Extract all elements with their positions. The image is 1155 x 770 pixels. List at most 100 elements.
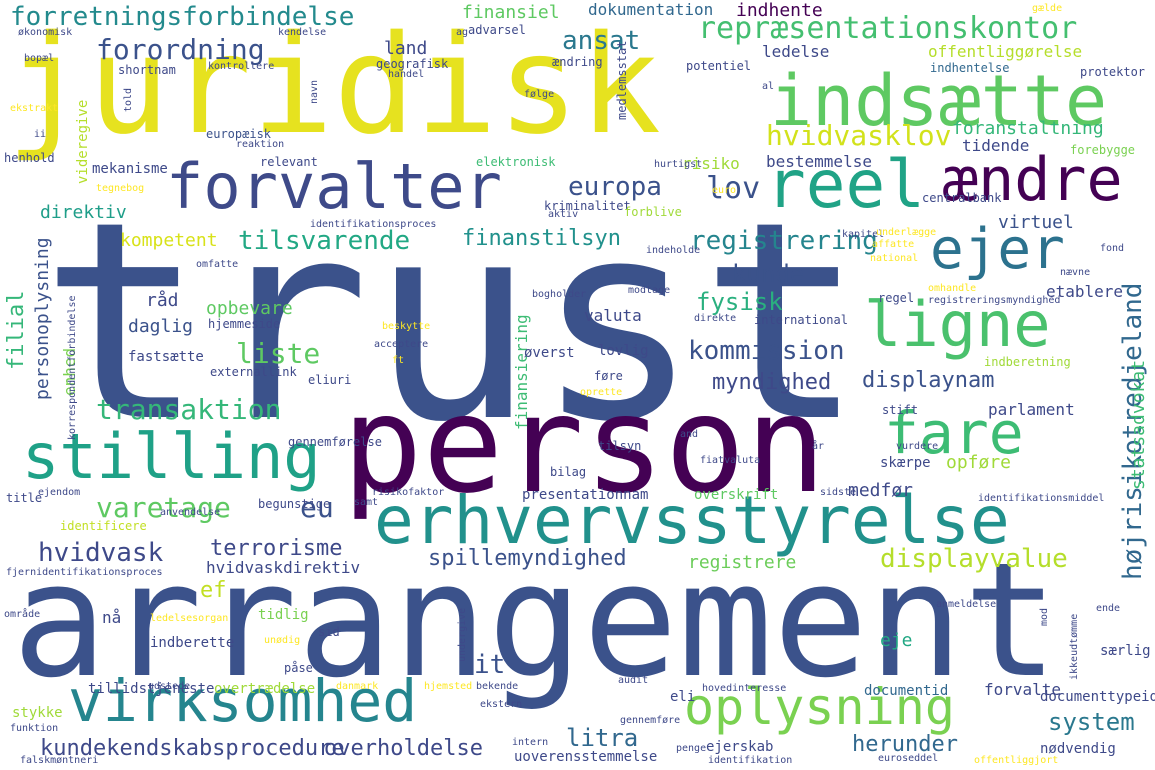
word-ejendom: ejendom <box>38 487 81 498</box>
word-statsadvokat: statsadvokat <box>1128 359 1149 490</box>
word-kontrollere: kontrollere <box>208 61 275 72</box>
word-forordning: forordning <box>96 33 265 66</box>
word-tilsvarende: tilsvarende <box>238 226 411 256</box>
word-bopael: bopæl <box>24 53 55 64</box>
word-ekstern: ekstern <box>480 699 523 710</box>
word-daglig: daglig <box>128 316 194 337</box>
word-saerlig: særlig <box>1100 643 1151 659</box>
word-indhente: indhente <box>736 0 823 21</box>
word-indsaette: indsætte <box>770 60 1108 142</box>
word-tidende: tidende <box>962 136 1030 155</box>
word-aktiv: aktiv <box>548 209 579 220</box>
word-bekende: bekende <box>476 681 519 692</box>
word-gennemfoerelse: gennemførelse <box>288 435 382 449</box>
word-person: person <box>342 367 827 523</box>
word-geografisk: geografisk <box>376 57 449 71</box>
word-identifikation: identifikation <box>708 755 793 766</box>
word-reaktion: reaktion <box>236 139 285 150</box>
word-fare: fare <box>884 399 1024 467</box>
word-begunstige: begunstige <box>258 497 331 511</box>
word-personoplysning: personoplysning <box>32 237 53 400</box>
word-korrespondentforbindelse: korrespondentforbindelse <box>67 295 78 441</box>
word-arrangement: arrangement <box>12 529 1059 713</box>
word-offentliggoerelse: offentliggørelse <box>928 42 1083 61</box>
word-land: land <box>384 38 428 59</box>
word-mekanisme: mekanisme <box>92 161 168 177</box>
word-herunder: herunder <box>852 732 958 757</box>
word-national: national <box>870 253 919 264</box>
word-forblive: forblive <box>624 205 682 219</box>
word-acceptere: acceptere <box>374 339 429 350</box>
word-lovlig: lovlig <box>598 343 649 359</box>
word-terrorisme: terrorisme <box>210 536 343 561</box>
word-indeholde: indeholde <box>646 245 701 256</box>
word-navn: navn <box>309 79 320 104</box>
word-omfatte: omfatte <box>196 259 239 270</box>
word-documenttypeid: documenttypeid <box>1040 689 1155 705</box>
word-medfoer: medfør <box>848 480 914 501</box>
word-stift: stift <box>882 403 919 417</box>
word-and: and <box>680 429 699 440</box>
word-spillemyndighed: spillemyndighed <box>428 546 627 571</box>
word-henhold: henhold <box>4 151 55 165</box>
word-direktiv: direktiv <box>40 202 127 223</box>
word-oeverst: øverst <box>524 345 575 361</box>
word-tegnebog: tegnebog <box>96 183 145 194</box>
word-litra: litra <box>566 724 639 752</box>
word-tilsyn: tilsyn <box>598 439 642 453</box>
word-europaeisk: europæisk <box>206 127 272 141</box>
word-indberette: indberette <box>150 635 235 651</box>
word-kriminalitet: kriminalitet <box>544 199 631 213</box>
word-hvidvask: hvidvask <box>38 538 164 568</box>
word-stilling: stilling <box>22 420 321 493</box>
word-unoedig: unødig <box>264 635 301 646</box>
word-noedvendig: nødvendig <box>1040 741 1116 757</box>
word-euro: euro <box>712 185 737 196</box>
word-potentiel: potentiel <box>686 59 752 73</box>
word-euroseddel: euroseddel <box>878 753 939 764</box>
word-handel: handel <box>388 69 425 80</box>
word-risikofaktor: risikofaktor <box>372 487 445 498</box>
word-fjernidentifikationsproces: fjernidentifikationsproces <box>6 567 163 578</box>
word-underlaegge: underlægge <box>876 227 937 238</box>
word-falskmoentneri: falskmøntneri <box>20 755 99 766</box>
word-udstede: udstede <box>148 681 191 692</box>
word-kompetent: kompetent <box>120 230 218 251</box>
word-filial: filial <box>4 290 29 370</box>
word-kunde: kunde <box>732 260 805 288</box>
word-funktion: funktion <box>10 723 59 734</box>
word-trust: trust <box>40 163 865 482</box>
word-gaelde: gælde <box>1032 3 1063 14</box>
word-naa: nå <box>102 608 122 627</box>
word-videregive: videregive <box>75 99 91 184</box>
word-indberetning: indberetning <box>984 355 1071 369</box>
word-finansiel: finansiel <box>462 2 560 23</box>
word-tidlig: tidlig <box>258 607 309 623</box>
word-risiko: risiko <box>682 154 740 173</box>
word-registrere: registrere <box>688 552 797 573</box>
word-parlament: parlament <box>988 400 1075 419</box>
word-elektronisk: elektronisk <box>476 155 556 169</box>
word-omraade: område <box>4 609 41 620</box>
word-finansiering: finansiering <box>512 314 531 430</box>
word-regel: regel <box>878 291 915 305</box>
word-kommission: kommission <box>688 336 845 366</box>
word-displaynam: displaynam <box>862 368 995 393</box>
word-ag: ag <box>456 27 469 38</box>
word-foelge: følge <box>524 89 555 100</box>
word-aar: år <box>812 441 825 452</box>
word-affatte: affatte <box>872 239 915 250</box>
word-stykke: stykke <box>12 705 63 721</box>
word-ende: ende <box>1096 603 1121 614</box>
word-virtuel: virtuel <box>998 212 1074 233</box>
word-liste: liste <box>236 337 321 370</box>
word-mod: mod <box>1039 607 1050 626</box>
word-valuta: valuta <box>584 306 642 325</box>
word-repraesentationskontor: repræsentationskontor <box>698 11 1078 46</box>
word-ligne: ligne <box>864 288 1051 361</box>
word-myndighed: myndighed <box>712 370 832 395</box>
word-overtraedelse: overtrædelse <box>214 681 316 697</box>
word-overskrift: overskrift <box>694 487 779 503</box>
word-dokumentation: dokumentation <box>588 0 714 19</box>
word-indhentelse: indhentelse <box>930 61 1010 75</box>
